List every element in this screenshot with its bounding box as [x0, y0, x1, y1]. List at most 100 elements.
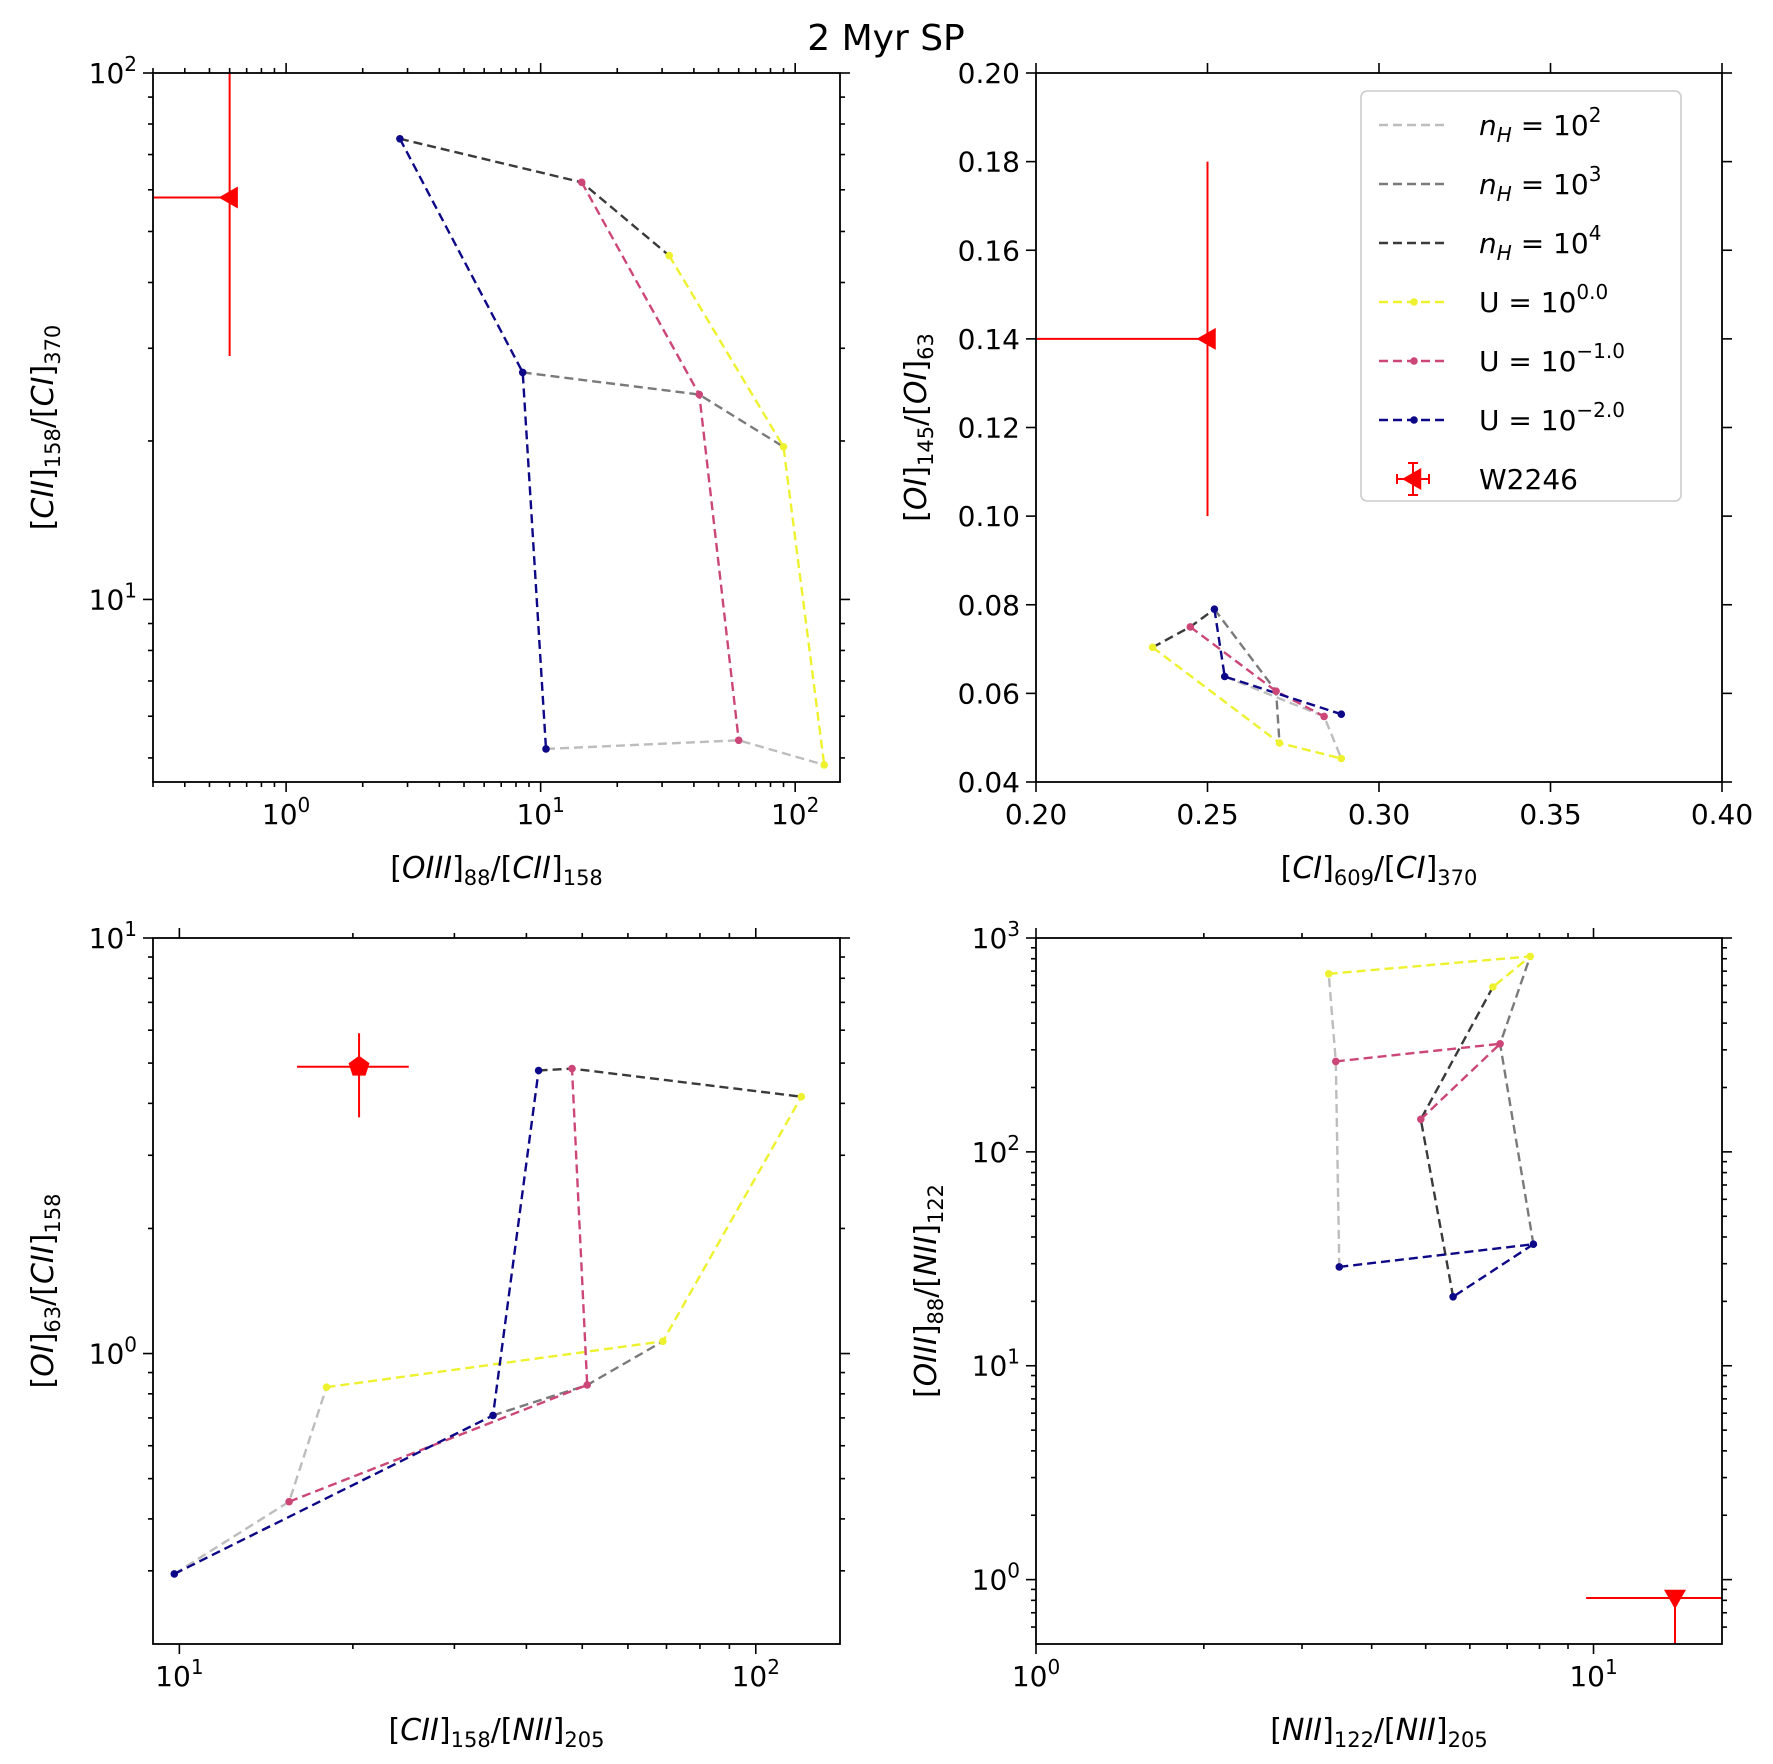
data-point-Um2	[518, 368, 527, 377]
legend-label: U = 100.0	[1479, 280, 1608, 319]
legend-entry-U0: U = 100.0	[1379, 280, 1608, 319]
y-tick-label: 0.18	[958, 146, 1020, 179]
series-line-Um2	[398, 138, 548, 749]
series-line-Um2	[1339, 1243, 1535, 1298]
legend-entry-Um2: U = 10−2.0	[1379, 398, 1625, 437]
tick-marks	[143, 63, 850, 792]
legend-entry-obs: W2246	[1396, 462, 1578, 496]
x-tick-label: 0.20	[1005, 798, 1067, 831]
x-tick-label: 100	[1012, 1655, 1060, 1693]
obs-marker	[348, 1055, 370, 1076]
series-line-Um2	[1213, 609, 1342, 716]
data-point-Um1	[1417, 1115, 1425, 1124]
y-tick-label: 0.06	[958, 677, 1020, 710]
data-point-Um1	[1272, 687, 1280, 695]
y-axis-title: [OI]63/[CII]158	[26, 1194, 65, 1389]
data-point-U0	[1337, 754, 1346, 763]
plot-area	[1148, 605, 1346, 763]
observation-w2246	[297, 1033, 409, 1118]
x-axis-title: [NII]122/[NII]205	[1270, 1713, 1487, 1752]
x-tick-label: 101	[1569, 1655, 1617, 1693]
data-point-Um2	[1210, 605, 1219, 613]
x-tick-label: 0.30	[1348, 798, 1410, 831]
observation-w2246	[1036, 161, 1216, 517]
x-tick-label: 0.40	[1691, 798, 1753, 831]
y-tick-label: 101	[89, 578, 137, 616]
x-axis-title: [OIII]88/[CII]158	[390, 851, 603, 890]
y-tick-label: 0.04	[958, 766, 1020, 799]
legend-entry-nH3: nH = 103	[1379, 162, 1601, 206]
series-line-U0	[668, 254, 826, 766]
x-tick-label: 0.25	[1176, 798, 1238, 831]
series-line-Um1	[1189, 625, 1325, 718]
y-tick-label: 0.20	[958, 57, 1020, 90]
data-point-Um1	[577, 178, 586, 187]
series-line-Um1	[580, 181, 740, 741]
tick-marks	[1026, 928, 1732, 1654]
data-point-Um2	[396, 135, 404, 143]
series-line-Um1	[1335, 1042, 1504, 1121]
obs-marker	[1663, 1589, 1686, 1610]
legend-label: U = 10−1.0	[1479, 339, 1625, 378]
axes-frame	[1035, 72, 1723, 783]
series-line-Um2	[173, 1070, 540, 1575]
x-axis-title: [CII]158/[NII]205	[389, 1713, 605, 1752]
legend-label: nH = 104	[1479, 221, 1601, 265]
legend-label: nH = 103	[1479, 162, 1601, 206]
y-tick-label: 0.16	[958, 234, 1020, 267]
tick-marks	[1026, 63, 1732, 792]
legend-entry-nH4: nH = 104	[1379, 221, 1601, 265]
series-line-nH3	[522, 371, 785, 448]
panel-cii-nii-vs-oi-cii: 101 102 100 101 [CII]158/[NII]205 [OI]63/[CII…	[26, 917, 850, 1752]
y-axis-title: [CII]158/[CI]370	[26, 325, 65, 531]
series-line-nH2	[1224, 675, 1343, 759]
data-point-U0	[820, 761, 828, 769]
data-point-Um2	[1449, 1293, 1457, 1301]
obs-marker	[218, 186, 238, 209]
data-point-U0	[1148, 643, 1157, 652]
y-tick-label: 101	[89, 917, 137, 955]
y-tick-label: 100	[972, 1559, 1020, 1597]
legend-label: U = 10−2.0	[1479, 398, 1625, 437]
data-point-Um1	[1320, 712, 1328, 721]
legend-label: nH = 102	[1479, 103, 1601, 147]
data-point-Um1	[568, 1064, 576, 1073]
y-axis-title: [OI]145/[OI]63	[899, 333, 938, 522]
series-line-nH3	[1498, 956, 1535, 1245]
x-tick-label: 102	[732, 1655, 780, 1693]
series-line-nH4	[538, 1067, 802, 1098]
data-point-Um1	[583, 1381, 591, 1389]
legend: nH = 102 nH = 103 nH = 104 U = 100.0 U = 10−…	[1360, 90, 1682, 502]
data-point-U0	[665, 251, 673, 260]
y-tick-label: 0.12	[958, 412, 1020, 445]
series-line-U0	[1151, 646, 1342, 760]
y-tick-label: 0.10	[958, 500, 1020, 533]
x-tick-label: 101	[155, 1655, 203, 1693]
observation-w2246	[153, 73, 238, 357]
axes-frame	[152, 937, 841, 1645]
series-line-nH4	[1419, 986, 1494, 1298]
y-tick-label: 103	[972, 917, 1020, 955]
axes-frame	[152, 72, 841, 783]
series-line-U0	[1328, 954, 1534, 988]
data-point-Um2	[170, 1570, 179, 1578]
y-tick-label: 0.14	[958, 323, 1020, 356]
x-tick-label: 0.35	[1519, 798, 1581, 831]
data-point-U0	[659, 1337, 667, 1346]
plot-area	[396, 135, 828, 769]
data-point-Um2	[1220, 672, 1229, 681]
legend-entry-Um1: U = 10−1.0	[1379, 339, 1625, 378]
tick-marks	[143, 928, 850, 1654]
panel-oiii-cii-vs-cii-ci: 100 101 102 101 102 [OIII]88/[CII]158 [CII]158…	[26, 52, 850, 890]
obs-marker	[1196, 327, 1216, 350]
series-line-nH2	[545, 739, 825, 767]
x-tick-label: 101	[516, 793, 564, 831]
y-axis-title: [OIII]88/[NII]122	[909, 1184, 948, 1398]
data-point-Um1	[1496, 1040, 1504, 1048]
y-tick-label: 102	[972, 1131, 1020, 1169]
data-point-U0	[779, 443, 788, 451]
series-line-Um1	[288, 1068, 589, 1503]
data-point-Um2	[542, 745, 550, 753]
y-tick-label: 0.08	[958, 589, 1020, 622]
panel-ci609-vs-oi145: 0.20 0.25 0.30 0.35 0.40 0.04 0.06 0.08 0.10 0.12…	[899, 57, 1753, 890]
